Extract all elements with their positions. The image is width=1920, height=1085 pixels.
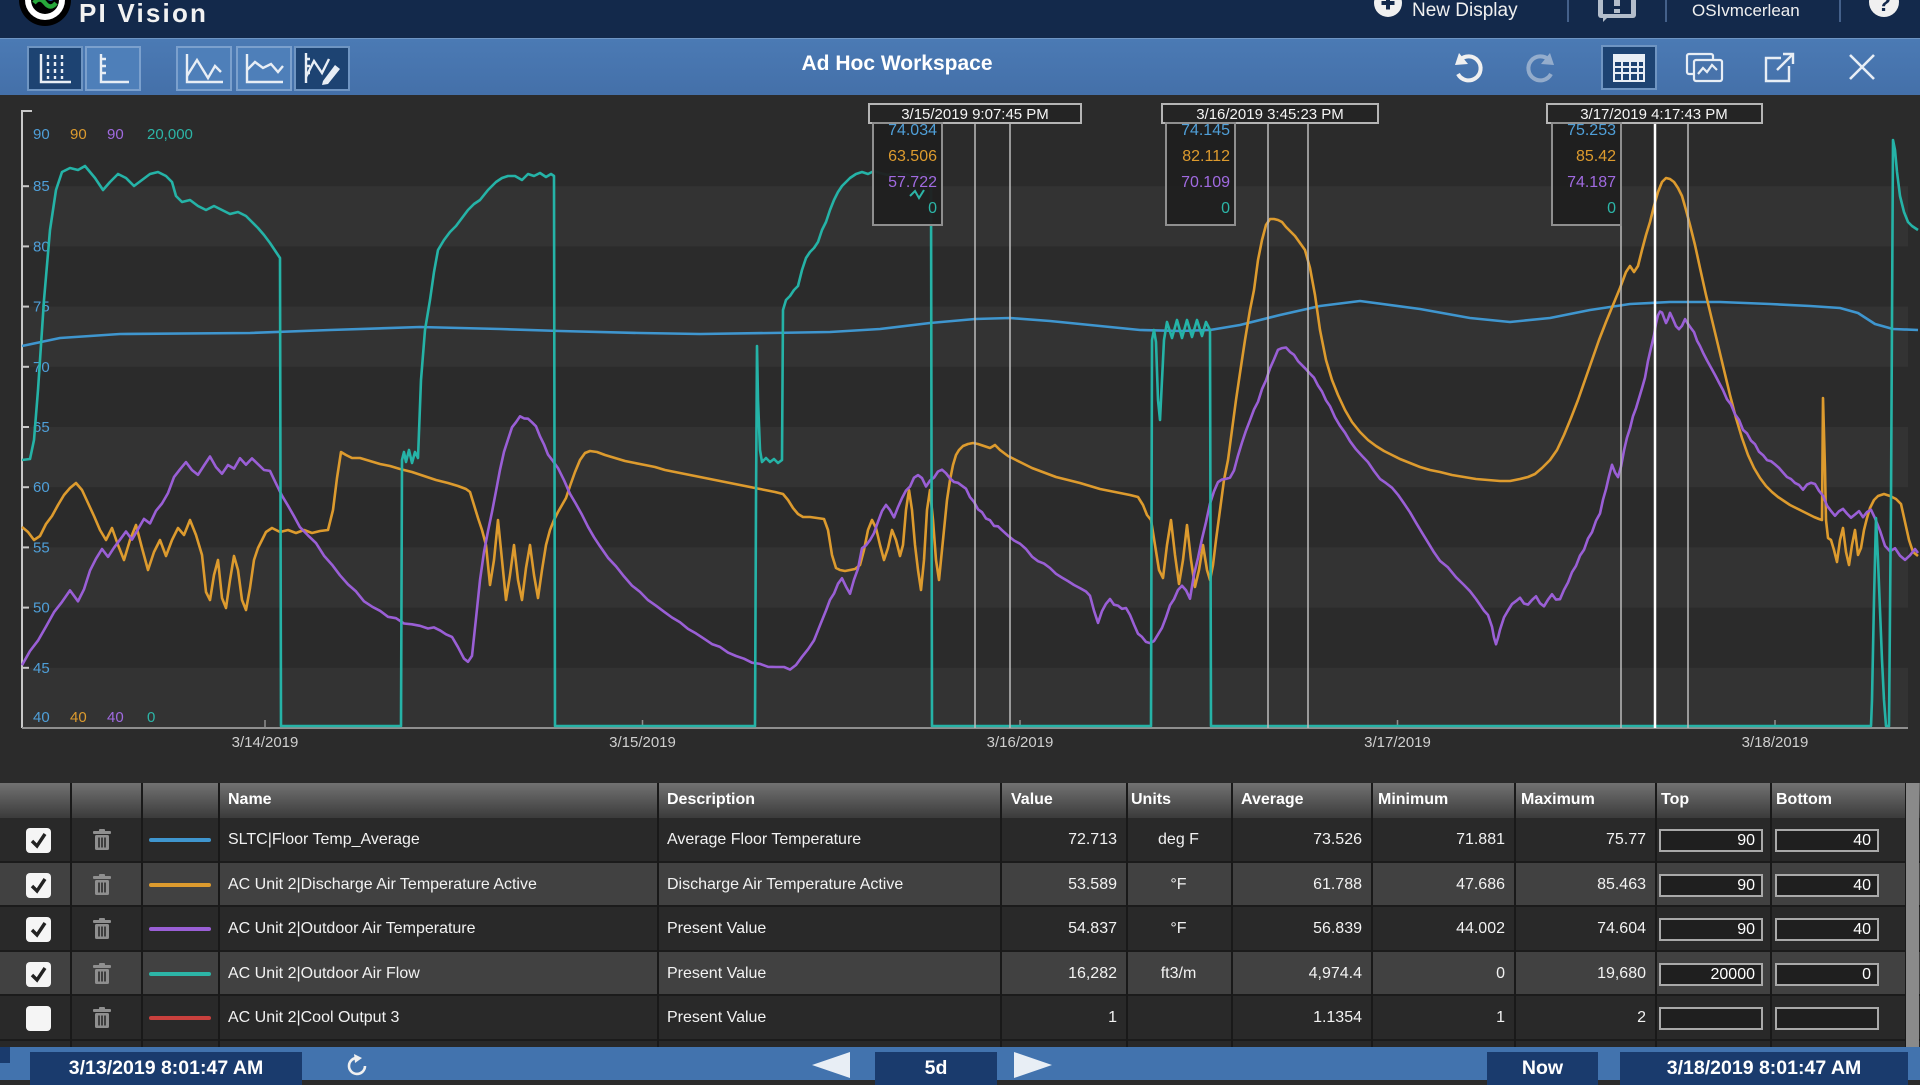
svg-text:85: 85 xyxy=(33,178,50,195)
svg-text:90: 90 xyxy=(107,126,124,143)
svg-text:70.109: 70.109 xyxy=(1181,174,1230,191)
svg-text:3/16/2019: 3/16/2019 xyxy=(987,734,1054,751)
svg-text:40: 40 xyxy=(33,709,50,726)
svg-text:3/17/2019: 3/17/2019 xyxy=(1364,734,1431,751)
svg-text:3/14/2019: 3/14/2019 xyxy=(232,734,299,751)
svg-text:40: 40 xyxy=(107,709,124,726)
svg-text:20,000: 20,000 xyxy=(147,126,193,143)
svg-text:0: 0 xyxy=(1221,200,1230,217)
svg-text:90: 90 xyxy=(70,126,87,143)
svg-text:3/17/2019 4:17:43 PM: 3/17/2019 4:17:43 PM xyxy=(1580,106,1728,123)
svg-text:40: 40 xyxy=(70,709,87,726)
svg-text:85.42: 85.42 xyxy=(1576,148,1616,165)
svg-text:75.253: 75.253 xyxy=(1567,122,1616,139)
svg-text:3/16/2019 3:45:23 PM: 3/16/2019 3:45:23 PM xyxy=(1196,106,1344,123)
svg-text:65: 65 xyxy=(33,419,50,436)
svg-text:0: 0 xyxy=(147,709,155,726)
svg-text:45: 45 xyxy=(33,660,50,677)
svg-text:63.506: 63.506 xyxy=(888,148,937,165)
svg-text:New Display: New Display xyxy=(1412,0,1518,21)
svg-text:74.187: 74.187 xyxy=(1567,174,1616,191)
svg-text:60: 60 xyxy=(33,479,50,496)
svg-text:75: 75 xyxy=(33,299,50,316)
svg-text:?: ? xyxy=(1877,0,1891,16)
svg-text:70: 70 xyxy=(33,359,50,376)
svg-text:3/15/2019: 3/15/2019 xyxy=(609,734,676,751)
svg-text:80: 80 xyxy=(33,238,50,255)
svg-text:55: 55 xyxy=(33,539,50,556)
svg-text:0: 0 xyxy=(928,200,937,217)
svg-text:74.034: 74.034 xyxy=(888,122,937,139)
svg-text:3/18/2019: 3/18/2019 xyxy=(1742,734,1809,751)
svg-text:90: 90 xyxy=(33,126,50,143)
svg-text:50: 50 xyxy=(33,600,50,617)
svg-text:3/15/2019 9:07:45 PM: 3/15/2019 9:07:45 PM xyxy=(901,106,1049,123)
svg-text:82.112: 82.112 xyxy=(1182,148,1230,165)
svg-text:0: 0 xyxy=(1607,200,1616,217)
svg-text:57.722: 57.722 xyxy=(888,174,937,191)
svg-text:OSIvmcerlean: OSIvmcerlean xyxy=(1692,1,1800,20)
svg-text:PI Vision: PI Vision xyxy=(79,0,208,28)
svg-text:74.145: 74.145 xyxy=(1181,122,1230,139)
